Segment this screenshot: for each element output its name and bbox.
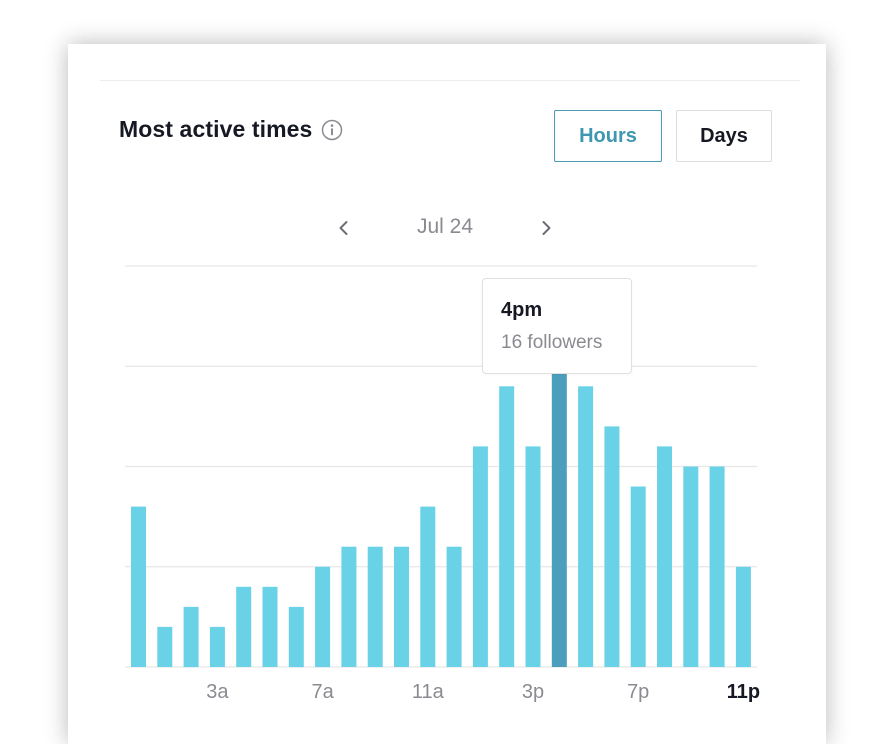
- chart-bar-1p[interactable]: [472, 446, 488, 667]
- chart-bar-4a[interactable]: [236, 586, 252, 667]
- chevron-left-icon[interactable]: [330, 214, 358, 242]
- chart-bar-3a[interactable]: [209, 626, 225, 667]
- section-header: Most active times: [119, 116, 343, 143]
- chart-bar-1a[interactable]: [157, 626, 173, 667]
- chart-bar-12a[interactable]: [131, 506, 146, 667]
- date-label: Jul 24: [416, 215, 474, 238]
- chart-bar-8a[interactable]: [341, 546, 357, 667]
- chart-bar-9p[interactable]: [683, 466, 699, 668]
- analytics-card: Most active times Hours Days Jul 24 3a 7a…: [68, 44, 826, 744]
- chart-bar-12p[interactable]: [446, 546, 462, 667]
- section-title: Most active times: [119, 116, 313, 142]
- chart-bar-3p[interactable]: [525, 446, 541, 667]
- chart-bar-2a[interactable]: [183, 606, 199, 668]
- chart-bar-8p[interactable]: [657, 446, 672, 667]
- x-tick-label: 7p: [627, 681, 649, 703]
- chart-bar-7p[interactable]: [630, 486, 646, 668]
- x-tick-label: 3p: [522, 681, 544, 703]
- chart-bar-10a[interactable]: [394, 546, 409, 667]
- chart-bar-10p[interactable]: [709, 466, 725, 668]
- chart-bar-6p[interactable]: [604, 426, 620, 667]
- x-tick-label: 11a: [412, 681, 445, 703]
- chart-bar-5p[interactable]: [578, 386, 594, 667]
- active-times-chart: 3a 7a 11a 3p 7p 11p: [125, 265, 760, 703]
- chevron-right-icon[interactable]: [532, 214, 560, 242]
- chart-bar-7a[interactable]: [315, 566, 331, 668]
- hours-toggle-button[interactable]: Hours: [554, 110, 662, 162]
- tooltip-time: 4pm: [501, 299, 543, 321]
- date-navigator: Jul 24: [330, 210, 560, 246]
- x-tick-label: 11p: [727, 681, 760, 703]
- x-tick-label: 7a: [311, 681, 334, 703]
- chart-bar-2p[interactable]: [499, 386, 515, 667]
- chart-bar-5a[interactable]: [262, 586, 278, 667]
- chart-bar-9a[interactable]: [367, 546, 383, 667]
- divider: [100, 80, 800, 81]
- info-icon[interactable]: [321, 119, 343, 141]
- chart-bar-6a[interactable]: [288, 606, 304, 668]
- x-tick-label: 3a: [206, 681, 229, 703]
- chart-bar-11a[interactable]: [420, 506, 436, 667]
- chart-bar-11p[interactable]: [735, 566, 751, 668]
- days-toggle-button[interactable]: Days: [676, 110, 772, 162]
- tooltip-value: 16 followers: [501, 332, 603, 353]
- chart-bar-4p[interactable]: [551, 346, 567, 667]
- chart-tooltip: 4pm 16 followers: [482, 278, 632, 374]
